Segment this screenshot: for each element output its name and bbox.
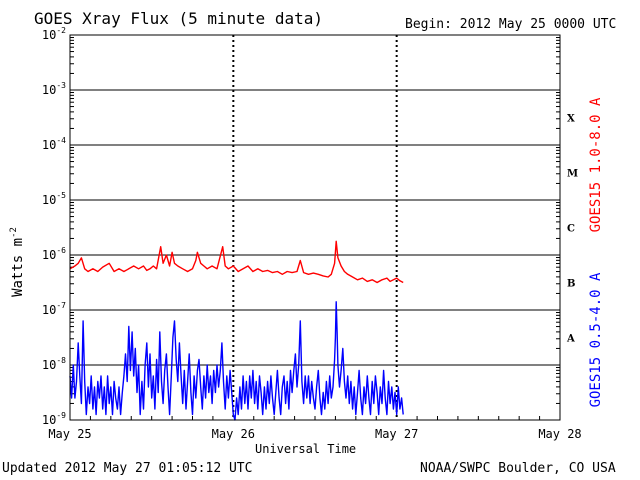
x-tick-label: May 27 xyxy=(375,427,418,441)
y-tick-exponent: -6 xyxy=(56,246,66,255)
y-tick-label: 10-6 xyxy=(42,246,66,262)
y-tick-label: 10-7 xyxy=(42,301,66,317)
y-tick-label: 10-2 xyxy=(42,26,66,42)
x-axis-ticks: May 25 May 26 May 27 May 28 xyxy=(48,416,582,441)
flare-class-label: M xyxy=(567,169,578,180)
begin-timestamp: Begin: 2012 May 25 0000 UTC xyxy=(405,17,617,32)
y-tick-exponent: -9 xyxy=(56,411,66,420)
chart-title: GOES Xray Flux (5 minute data) xyxy=(34,9,323,28)
legend-entry: GOES15 1.0-8.0 A xyxy=(588,97,604,232)
y-tick-base: 10 xyxy=(42,138,56,152)
day-separators xyxy=(232,35,398,420)
series-legend: GOES15 1.0-8.0 A GOES15 0.5-4.0 A xyxy=(588,97,604,407)
series-layer xyxy=(69,240,404,421)
y-tick-exponent: -3 xyxy=(56,81,66,90)
flare-class-label: B xyxy=(567,279,575,290)
y-tick-base: 10 xyxy=(42,248,56,262)
chart-grid xyxy=(70,89,560,366)
y-tick-exponent: -4 xyxy=(56,136,66,145)
y-tick-exponent: -7 xyxy=(56,301,66,310)
x-tick-label: May 25 xyxy=(48,427,91,441)
legend-entry: GOES15 0.5-4.0 A xyxy=(588,272,604,407)
credit-text: NOAA/SWPC Boulder, CO USA xyxy=(420,461,616,476)
plot-frame xyxy=(69,34,561,421)
y-tick-base: 10 xyxy=(42,193,56,207)
y-tick-base: 10 xyxy=(42,303,56,317)
x-tick-label: May 28 xyxy=(538,427,581,441)
x-tick-label: May 26 xyxy=(212,427,255,441)
y-tick-label: 10-9 xyxy=(42,411,66,427)
flare-class-labels: X M C B A xyxy=(566,114,578,345)
y-tick-exponent: -5 xyxy=(56,191,66,200)
y-tick-label: 10-3 xyxy=(42,81,66,97)
y-tick-base: 10 xyxy=(42,28,56,42)
updated-timestamp: Updated 2012 May 27 01:05:12 UTC xyxy=(2,461,253,476)
flare-class-label: A xyxy=(566,334,575,345)
y-axis-title-exponent: -2 xyxy=(9,227,19,238)
series-line xyxy=(69,240,404,284)
x-axis-title: Universal Time xyxy=(255,442,357,456)
y-tick-base: 10 xyxy=(42,83,56,97)
y-axis-title: Watts m-2 xyxy=(9,227,26,297)
y-tick-label: 10-4 xyxy=(42,136,66,152)
y-tick-exponent: -2 xyxy=(56,26,66,35)
series-line xyxy=(69,301,404,421)
y-tick-exponent: -8 xyxy=(56,356,66,365)
y-tick-label: 10-5 xyxy=(42,191,66,207)
y-tick-label: 10-8 xyxy=(42,356,66,372)
flare-class-label: X xyxy=(567,114,575,125)
y-tick-base: 10 xyxy=(42,413,56,427)
y-axis-title-text: Watts m xyxy=(10,238,26,297)
y-tick-base: 10 xyxy=(42,358,56,372)
flare-class-label: C xyxy=(567,224,575,235)
